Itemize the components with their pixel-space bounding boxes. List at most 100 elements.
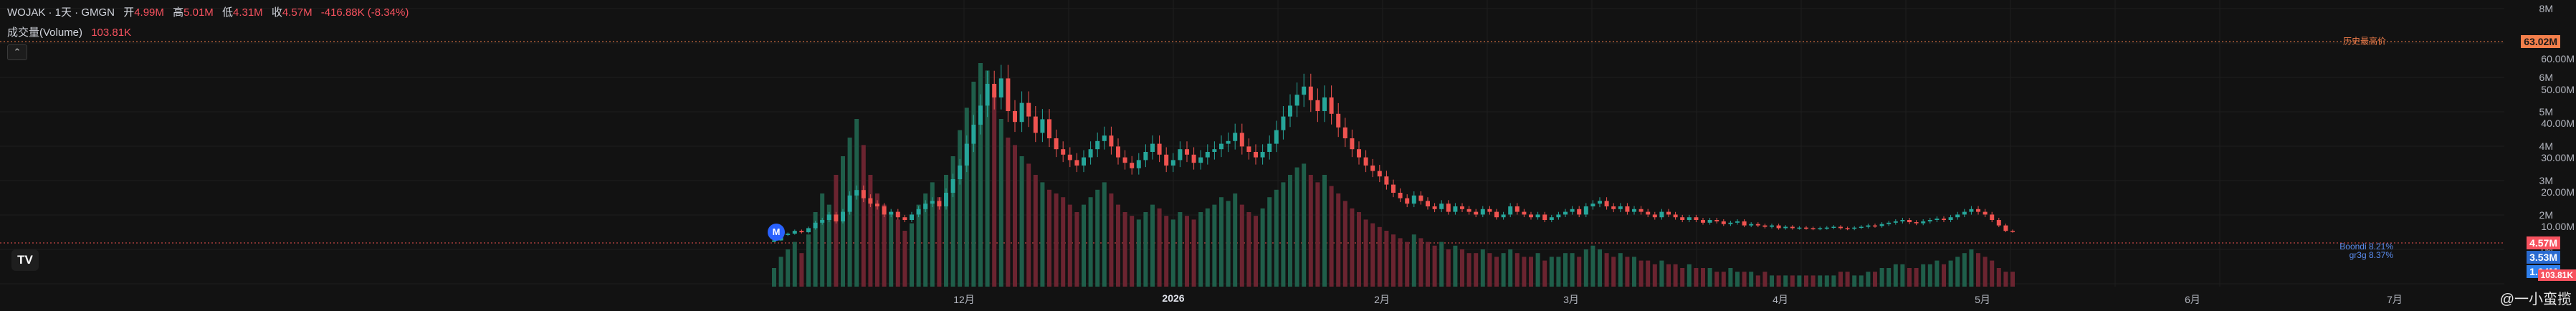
candle-body[interactable] [1866,225,1871,227]
candle-body[interactable] [1391,184,1396,193]
candle-body[interactable] [1013,111,1017,123]
candle-body[interactable] [2003,225,2008,231]
event-marker[interactable]: M [768,224,785,241]
candle-body[interactable] [1074,160,1079,166]
candle-body[interactable] [786,234,791,235]
candle-body[interactable] [1838,226,1843,229]
candle-body[interactable] [1054,138,1059,150]
candle-body[interactable] [1170,160,1175,166]
candle-body[interactable] [1350,138,1355,150]
candle-body[interactable] [1638,209,1644,212]
candle-body[interactable] [1529,214,1533,218]
candle-body[interactable] [826,214,831,220]
candle-body[interactable] [1522,211,1527,215]
candle-body[interactable] [1047,119,1051,138]
candle-body[interactable] [1494,211,1499,218]
candle-body[interactable] [1033,116,1038,133]
candle-body[interactable] [1942,219,1946,220]
candle-body[interactable] [1577,209,1582,215]
candle-body[interactable] [1893,221,1898,223]
candle-body[interactable] [1563,211,1568,215]
candle-body[interactable] [1611,206,1616,209]
candle-body[interactable] [1205,152,1210,158]
candle-body[interactable] [1514,206,1520,212]
candle-body[interactable] [1474,211,1479,215]
candle-body[interactable] [958,166,963,179]
candle-body[interactable] [841,211,845,221]
candle-body[interactable] [1873,225,1877,227]
candle-body[interactable] [1102,135,1107,141]
candle-body[interactable] [889,211,894,215]
candle-body[interactable] [1432,206,1437,209]
candle-body[interactable] [1302,86,1307,95]
candle-body[interactable] [971,125,976,144]
candle-body[interactable] [1583,206,1588,215]
candle-body[interactable] [1535,214,1540,218]
candle-body[interactable] [1935,219,1940,220]
candle-body[interactable] [895,211,900,218]
candle-body[interactable] [1322,97,1327,111]
candle-body[interactable] [1082,157,1086,166]
candle-body[interactable] [1948,217,1953,220]
candle-body[interactable] [847,195,852,212]
candle-body[interactable] [1714,220,1719,221]
candle-body[interactable] [1040,119,1045,133]
candle-body[interactable] [1487,209,1492,212]
candle-body[interactable] [1783,226,1788,229]
candle-body[interactable] [1749,224,1754,226]
candle-body[interactable] [902,217,907,220]
candle-body[interactable] [1398,193,1403,198]
candle-body[interactable] [2010,231,2015,232]
candle-body[interactable] [1556,214,1561,218]
candle-body[interactable] [1907,220,1912,223]
candle-body[interactable] [1831,226,1836,229]
candle-body[interactable] [1542,214,1547,220]
candle-body[interactable] [1990,214,1995,220]
candle-body[interactable] [1466,209,1471,212]
candle-body[interactable] [1136,160,1141,168]
candle-body[interactable] [1219,143,1223,150]
price-axis[interactable]: 8M 7M 6M 5M 4M 3M 2M 1M 60.00M 50.00M 40… [2504,0,2576,311]
candle-body[interactable] [1900,220,1905,221]
candle-body[interactable] [1797,227,1802,229]
candle-body[interactable] [1927,220,1932,221]
candle-body[interactable] [1363,157,1368,166]
candle-body[interactable] [854,190,859,196]
candle-body[interactable] [1755,224,1760,226]
candle-body[interactable] [937,201,942,206]
candle-body[interactable] [923,204,928,209]
candle-body[interactable] [1460,206,1464,209]
candle-body[interactable] [950,179,955,193]
candle-body[interactable] [1707,220,1712,223]
candle-body[interactable] [1405,198,1410,204]
candle-body[interactable] [985,84,990,106]
candle-body[interactable] [1694,217,1699,220]
candle-body[interactable] [1116,146,1120,158]
candle-body[interactable] [1150,143,1155,152]
candle-body[interactable] [1818,228,1823,229]
candle-body[interactable] [1742,221,1747,226]
candle-body[interactable] [1191,154,1196,163]
candle-body[interactable] [834,214,839,221]
candle-body[interactable] [1067,154,1072,161]
candle-body[interactable] [1157,143,1162,155]
candle-body[interactable] [1824,227,1829,229]
candle-body[interactable] [1618,206,1623,209]
candle-body[interactable] [1281,116,1286,130]
candle-body[interactable] [1962,211,1967,215]
candle-body[interactable] [1776,225,1781,229]
candle-body[interactable] [992,84,997,97]
candle-body[interactable] [875,204,879,206]
candle-body[interactable] [1130,163,1135,168]
candle-body[interactable] [792,231,797,234]
candle-body[interactable] [1061,149,1066,155]
candle-body[interactable] [1026,102,1031,117]
tradingview-logo[interactable]: TV [11,249,39,271]
candle-body[interactable] [1790,226,1795,229]
candle-body[interactable] [1762,225,1768,227]
candle-body[interactable] [806,228,811,233]
candle-body[interactable] [1315,100,1320,111]
candle-body[interactable] [1088,149,1093,158]
candle-body[interactable] [1673,214,1678,218]
candle-body[interactable] [1377,171,1382,177]
